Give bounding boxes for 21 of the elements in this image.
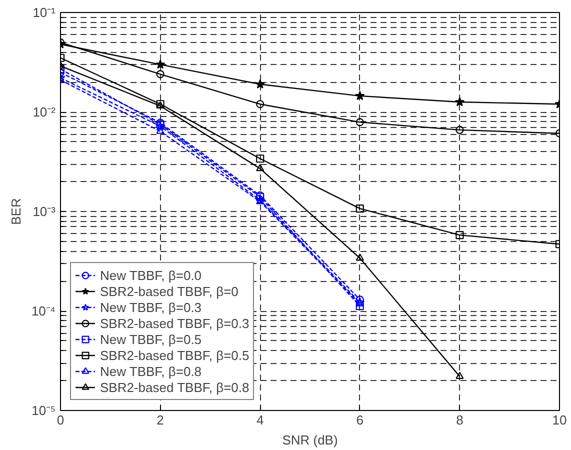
y-tick-label: 10⁻³ bbox=[32, 204, 56, 219]
legend-label: SBR2-based TBBF, β=0.3 bbox=[100, 315, 250, 331]
legend-label: New TBBF, β=0.5 bbox=[100, 331, 202, 347]
y-tick-label: 10⁻¹ bbox=[32, 5, 56, 20]
x-tick-label: 0 bbox=[56, 412, 64, 428]
x-tick-label: 6 bbox=[356, 412, 364, 428]
y-tick-label: 10⁻⁵ bbox=[32, 403, 56, 418]
legend-label: SBR2-based TBBF, β=0.8 bbox=[100, 379, 250, 395]
x-tick-label: 10 bbox=[552, 412, 567, 428]
y-axis-title: BER bbox=[8, 198, 24, 225]
y-tick-label: 10⁻² bbox=[32, 104, 56, 120]
y-tick-label: 10⁻⁴ bbox=[31, 304, 56, 318]
legend-label: SBR2-based TBBF, β=0.5 bbox=[100, 347, 250, 363]
x-axis-title: SNR (dB) bbox=[282, 432, 338, 448]
legend-label: New TBBF, β=0.8 bbox=[100, 363, 202, 379]
x-tick-label: 4 bbox=[256, 412, 264, 428]
x-tick-label: 8 bbox=[456, 412, 464, 428]
legend-label: New TBBF, β=0.0 bbox=[100, 267, 202, 283]
legend-label: New TBBF, β=0.3 bbox=[100, 299, 202, 315]
legend-label: SBR2-based TBBF, β=0 bbox=[100, 283, 238, 299]
x-tick-label: 2 bbox=[156, 412, 164, 428]
